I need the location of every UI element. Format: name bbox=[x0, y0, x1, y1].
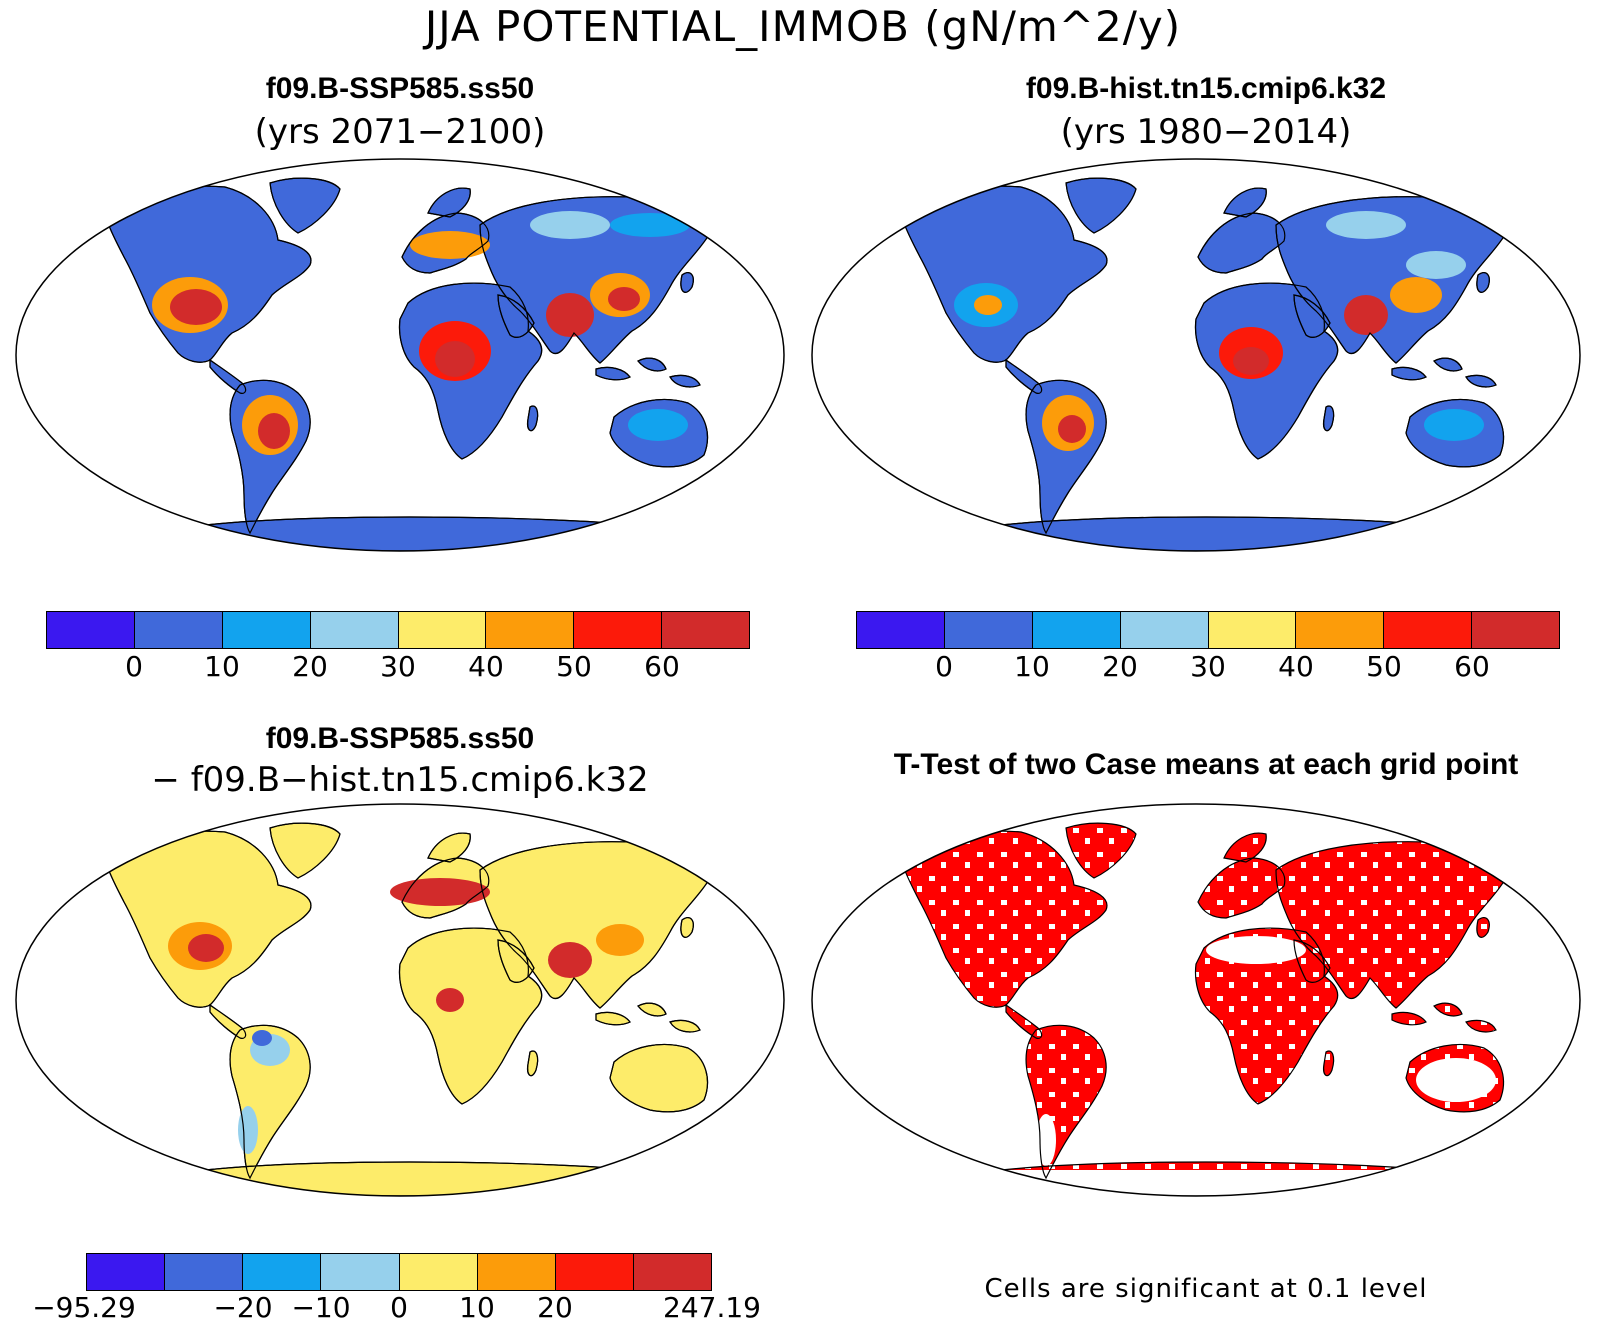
colorbar-3-box bbox=[321, 1254, 400, 1290]
colorbar-1-tick: 0 bbox=[125, 650, 143, 683]
panel2-title: f09.B-hist.tn15.cmip6.k32 bbox=[1025, 72, 1387, 105]
colorbar-3-tick: −10 bbox=[291, 1291, 351, 1324]
colorbar-2-box bbox=[1208, 612, 1297, 648]
colorbar-1-box bbox=[222, 612, 311, 648]
panel3-title: f09.B-SSP585.ss50 bbox=[265, 722, 535, 755]
colorbar-2 bbox=[856, 611, 1560, 649]
panel4-map bbox=[811, 803, 1581, 1197]
colorbar-2-box bbox=[1384, 612, 1473, 648]
colorbar-3-box bbox=[399, 1254, 478, 1290]
panel1-subtitle: (yrs 2071−2100) bbox=[254, 112, 546, 152]
colorbar-2-tick: 0 bbox=[935, 650, 953, 683]
colorbar-3-tick: −95.29 bbox=[32, 1291, 136, 1324]
colorbar-3-box bbox=[477, 1254, 556, 1290]
colorbar-1-box bbox=[574, 612, 663, 648]
colorbar-3-box bbox=[165, 1254, 244, 1290]
colorbar-1-tick: 10 bbox=[204, 650, 240, 683]
colorbar-3-tick: −20 bbox=[213, 1291, 273, 1324]
colorbar-1-tick: 20 bbox=[292, 650, 328, 683]
colorbar-3-tick: 247.19 bbox=[663, 1291, 761, 1324]
panel1-map bbox=[15, 158, 785, 552]
colorbar-1-box bbox=[398, 612, 487, 648]
colorbar-2-box bbox=[944, 612, 1033, 648]
colorbar-1-tick: 30 bbox=[380, 650, 416, 683]
colorbar-3-box bbox=[243, 1254, 322, 1290]
colorbar-3-tick: 10 bbox=[459, 1291, 495, 1324]
colorbar-1-box bbox=[47, 612, 135, 648]
colorbar-3-tick: 20 bbox=[537, 1291, 573, 1324]
colorbar-2-tick: 10 bbox=[1014, 650, 1050, 683]
colorbar-1-tick: 40 bbox=[468, 650, 504, 683]
colorbar-2-tick: 30 bbox=[1190, 650, 1226, 683]
colorbar-2-tick: 50 bbox=[1366, 650, 1402, 683]
colorbar-1-box bbox=[486, 612, 575, 648]
colorbar-2-tick: 60 bbox=[1454, 650, 1490, 683]
colorbar-1-tick: 60 bbox=[644, 650, 680, 683]
colorbar-3-tick: 0 bbox=[390, 1291, 408, 1324]
colorbar-2-box bbox=[857, 612, 945, 648]
significance-note: Cells are significant at 0.1 level bbox=[984, 1274, 1428, 1304]
panel2-subtitle: (yrs 1980−2014) bbox=[1060, 112, 1352, 152]
colorbar-2-box bbox=[1120, 612, 1209, 648]
panel2-map bbox=[811, 158, 1581, 552]
panel1-title: f09.B-SSP585.ss50 bbox=[265, 72, 535, 105]
colorbar-2-box bbox=[1032, 612, 1121, 648]
colorbar-2-box bbox=[1296, 612, 1385, 648]
colorbar-1-tick: 50 bbox=[556, 650, 592, 683]
figure-title: JJA POTENTIAL_IMMOB (gN/m^2/y) bbox=[424, 2, 1182, 51]
colorbar-1-box bbox=[134, 612, 223, 648]
colorbar-3-box bbox=[555, 1254, 634, 1290]
panel3-subtitle: − f09.B−hist.tn15.cmip6.k32 bbox=[151, 760, 649, 800]
panel3-map bbox=[15, 803, 785, 1197]
colorbar-2-tick: 40 bbox=[1278, 650, 1314, 683]
colorbar-1 bbox=[46, 611, 750, 649]
colorbar-2-box bbox=[1472, 612, 1559, 648]
colorbar-2-tick: 20 bbox=[1102, 650, 1138, 683]
panel4-title: T-Test of two Case means at each grid po… bbox=[893, 748, 1519, 781]
colorbar-1-box bbox=[310, 612, 399, 648]
colorbar-3-box bbox=[633, 1254, 711, 1290]
colorbar-3-box bbox=[87, 1254, 166, 1290]
colorbar-3 bbox=[86, 1253, 712, 1291]
colorbar-1-box bbox=[662, 612, 749, 648]
